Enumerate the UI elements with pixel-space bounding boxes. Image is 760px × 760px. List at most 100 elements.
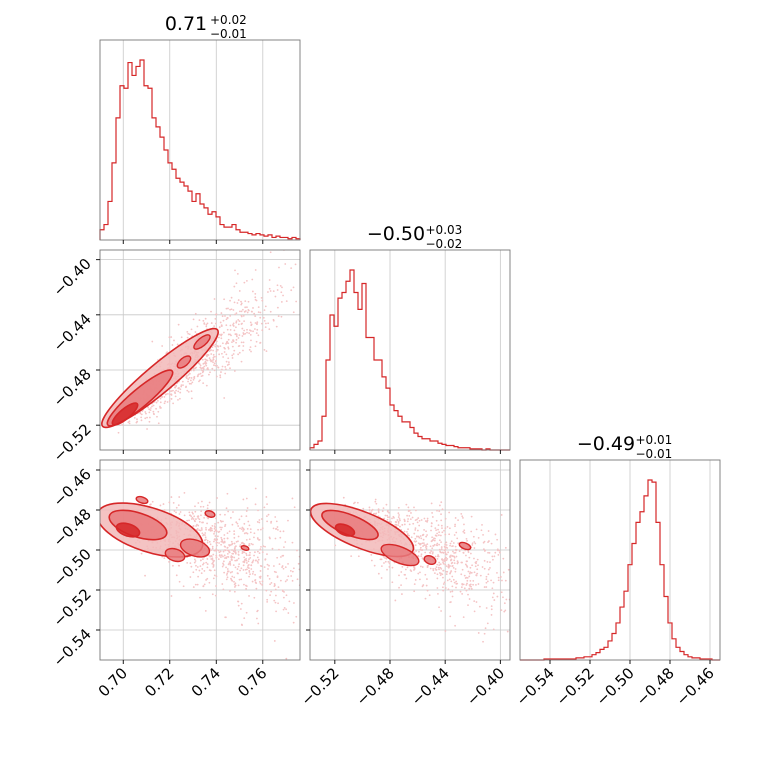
sample-point bbox=[452, 542, 455, 544]
sample-point bbox=[243, 522, 246, 525]
sample-point bbox=[486, 622, 489, 625]
sample-point bbox=[487, 573, 490, 576]
sample-point bbox=[220, 543, 222, 546]
sample-point bbox=[465, 584, 468, 586]
sample-point bbox=[227, 510, 230, 513]
sample-point bbox=[283, 546, 285, 549]
sample-point bbox=[252, 570, 255, 573]
sample-point bbox=[374, 500, 377, 503]
sample-point bbox=[224, 372, 227, 375]
sample-point bbox=[432, 551, 434, 554]
sample-point bbox=[444, 551, 447, 554]
sample-point bbox=[267, 513, 270, 516]
sample-point bbox=[462, 517, 464, 519]
sample-point bbox=[250, 542, 253, 545]
sample-point bbox=[248, 332, 251, 335]
sample-point bbox=[535, 591, 537, 593]
sample-point bbox=[285, 594, 288, 597]
sample-point bbox=[235, 326, 237, 329]
sample-point bbox=[483, 540, 486, 543]
y-tick-label: −0.50 bbox=[50, 545, 95, 590]
sample-point bbox=[180, 385, 183, 388]
sample-point bbox=[257, 561, 259, 564]
sample-point bbox=[411, 516, 414, 519]
sample-point bbox=[209, 543, 212, 546]
sample-point bbox=[450, 570, 453, 572]
sample-point bbox=[227, 570, 229, 573]
sample-point bbox=[235, 312, 238, 315]
sample-point bbox=[452, 545, 454, 547]
sample-point bbox=[266, 563, 269, 566]
sample-point bbox=[285, 300, 288, 303]
sample-point bbox=[256, 538, 259, 540]
sample-point bbox=[237, 584, 240, 587]
sample-point bbox=[431, 536, 434, 539]
sample-point bbox=[248, 544, 250, 547]
sample-point bbox=[273, 640, 276, 642]
sample-point bbox=[226, 364, 229, 366]
sample-point bbox=[291, 541, 294, 544]
sample-point bbox=[434, 527, 437, 530]
x-tick-label: −0.46 bbox=[673, 664, 718, 709]
sample-point bbox=[445, 573, 448, 576]
sample-point bbox=[214, 343, 217, 346]
sample-point bbox=[240, 315, 243, 318]
sample-point bbox=[470, 571, 473, 574]
sample-point bbox=[455, 586, 457, 589]
sample-point bbox=[256, 321, 259, 324]
sample-point bbox=[256, 550, 259, 553]
sample-point bbox=[473, 610, 476, 613]
sample-point bbox=[457, 519, 459, 522]
sample-point bbox=[163, 557, 166, 560]
sample-point bbox=[181, 380, 184, 383]
sample-point bbox=[229, 367, 231, 370]
sample-point bbox=[218, 554, 221, 557]
sample-point bbox=[435, 519, 438, 522]
sample-point bbox=[219, 321, 222, 324]
sample-point bbox=[199, 379, 201, 382]
sample-point bbox=[405, 577, 408, 580]
sample-point bbox=[196, 566, 199, 568]
sample-point bbox=[243, 320, 245, 322]
sample-point bbox=[504, 609, 507, 612]
sample-point bbox=[436, 557, 439, 560]
sample-point bbox=[201, 532, 204, 535]
sample-point bbox=[187, 374, 190, 376]
sample-point bbox=[463, 587, 466, 590]
sample-point bbox=[239, 544, 242, 546]
sample-point bbox=[249, 551, 251, 554]
sample-point bbox=[254, 345, 257, 348]
sample-point bbox=[438, 561, 441, 564]
sample-point bbox=[423, 544, 426, 546]
sample-point bbox=[205, 561, 208, 564]
sample-point bbox=[558, 569, 560, 571]
sample-point bbox=[215, 549, 217, 552]
sample-point bbox=[406, 533, 409, 535]
sample-point bbox=[210, 353, 213, 355]
sample-point bbox=[177, 504, 180, 507]
sample-point bbox=[268, 328, 271, 331]
sample-point bbox=[316, 564, 318, 566]
sample-point bbox=[175, 574, 178, 577]
scatter-panel-0: −0.52 −0.48 −0.44 −0.40 bbox=[50, 249, 301, 466]
sample-point bbox=[175, 506, 178, 509]
sample-point bbox=[198, 373, 200, 376]
sample-point bbox=[233, 548, 236, 550]
sample-point bbox=[496, 595, 499, 598]
sample-point bbox=[196, 527, 199, 530]
sample-point bbox=[362, 507, 365, 510]
sample-point bbox=[451, 561, 454, 564]
hist-panel-0: 0.71 +0.02−0.01 bbox=[99, 13, 301, 244]
sample-point bbox=[224, 513, 226, 516]
sample-point bbox=[304, 594, 306, 596]
sample-point bbox=[476, 558, 479, 561]
sample-point bbox=[238, 545, 241, 548]
sample-point bbox=[256, 560, 259, 563]
sample-point bbox=[163, 509, 166, 511]
sample-point bbox=[287, 575, 290, 578]
sample-point bbox=[476, 568, 479, 571]
sample-point bbox=[445, 541, 448, 544]
sample-point bbox=[216, 544, 218, 547]
sample-point bbox=[264, 558, 267, 561]
sample-point bbox=[258, 580, 261, 583]
